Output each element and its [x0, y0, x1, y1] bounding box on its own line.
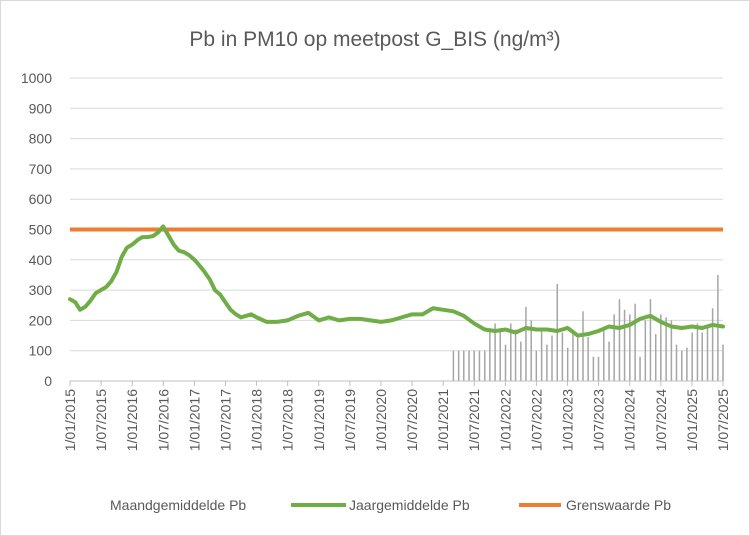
bars-maandgemiddelde: [452, 274, 724, 381]
x-tick-label-19: 1/07/2024: [653, 389, 669, 451]
x-tick-label-6: 1/01/2018: [249, 389, 265, 451]
x-tick-label-4: 1/01/2017: [186, 389, 202, 451]
series-lines: [68, 224, 725, 338]
y-tick-label-400: 400: [29, 252, 53, 268]
y-tick-label-800: 800: [29, 131, 53, 147]
x-tick-label-12: 1/01/2021: [435, 389, 451, 451]
x-tick-label-7: 1/07/2018: [280, 389, 296, 451]
x-tick-label-8: 1/01/2019: [311, 389, 327, 451]
y-tick-labels: 0 100 200 300 400 500 600 700 800 900 1000: [21, 70, 52, 389]
y-tick-label-700: 700: [29, 161, 53, 177]
legend-label-grenswaarde: Grenswaarde Pb: [566, 497, 671, 513]
y-tick-label-200: 200: [29, 312, 53, 328]
y-tick-label-900: 900: [29, 100, 53, 116]
y-tick-label-300: 300: [29, 282, 53, 298]
x-tick-label-14: 1/01/2022: [497, 389, 513, 451]
legend-label-maandgemiddelde: Maandgemiddelde Pb: [110, 497, 246, 513]
x-tick-label-17: 1/07/2023: [591, 389, 607, 451]
series-line-jaargemiddelde: [68, 224, 725, 338]
y-tick-label-600: 600: [29, 191, 53, 207]
x-tick-label-20: 1/01/2025: [684, 389, 700, 451]
y-tick-label-500: 500: [29, 222, 53, 238]
x-tick-label-3: 1/07/2016: [155, 389, 171, 451]
y-tick-label-1000: 1000: [21, 70, 52, 86]
x-tick-label-11: 1/07/2020: [404, 389, 420, 451]
x-tick-label-13: 1/07/2021: [466, 389, 482, 451]
legend: Maandgemiddelde Pb Jaargemiddelde Pb Grens…: [110, 497, 671, 513]
x-tick-label-10: 1/01/2020: [373, 389, 389, 451]
x-tick-label-21: 1/07/2025: [715, 389, 731, 451]
x-tick-label-15: 1/07/2022: [528, 389, 544, 451]
x-tick-label-16: 1/01/2023: [560, 389, 576, 451]
x-tick-label-0: 1/01/2015: [62, 389, 78, 451]
x-tick-label-9: 1/07/2019: [342, 389, 358, 451]
chart-title: Pb in PM10 op meetpost G_BIS (ng/m³): [189, 28, 560, 51]
y-tick-label-100: 100: [29, 343, 53, 359]
x-tick-label-1: 1/07/2015: [93, 389, 109, 451]
x-tick-label-2: 1/01/2016: [124, 389, 140, 451]
y-tick-label-0: 0: [44, 373, 52, 389]
x-tick-label-18: 1/01/2024: [622, 389, 638, 451]
x-tick-labels: 1/01/2015 1/07/2015 1/01/2016 1/07/2016 1/01…: [62, 389, 731, 451]
x-tick-label-5: 1/07/2017: [217, 389, 233, 451]
legend-label-jaargemiddelde: Jaargemiddelde Pb: [349, 497, 470, 513]
axes: [69, 380, 724, 386]
